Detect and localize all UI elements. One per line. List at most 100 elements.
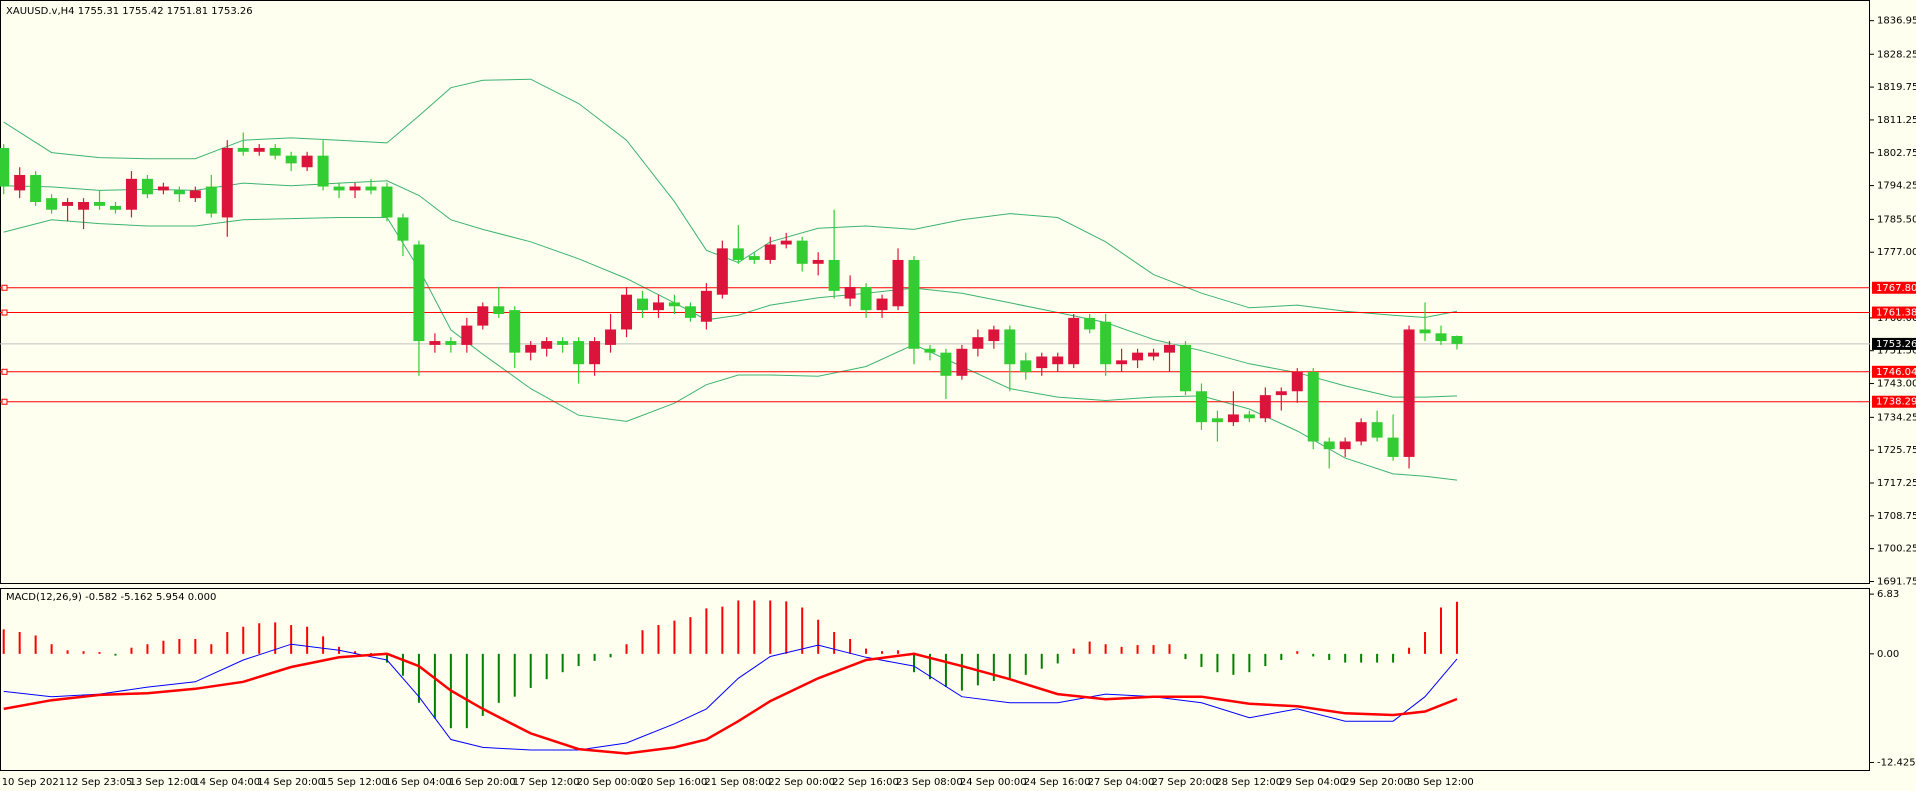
candle-body — [1132, 352, 1144, 361]
histogram-bar — [18, 631, 21, 654]
histogram-bar — [1312, 653, 1315, 657]
candle-body — [157, 186, 169, 191]
candle-body — [652, 302, 664, 311]
histogram-bar — [66, 650, 69, 654]
y-tick-label: 1785.50 — [1877, 214, 1916, 225]
candle-body — [365, 186, 377, 191]
histogram-bar — [609, 653, 612, 658]
histogram-bar — [1104, 644, 1107, 654]
histogram-bar — [769, 600, 772, 654]
y-tick-label: 1794.25 — [1877, 181, 1916, 192]
level-label-bg — [1872, 395, 1916, 408]
candle-body — [1387, 437, 1399, 457]
candle-body — [557, 341, 569, 345]
candle-body — [46, 198, 58, 210]
candle-body — [1435, 333, 1447, 342]
histogram-bar — [465, 653, 468, 729]
histogram-bar — [194, 638, 197, 654]
histogram-bar — [354, 651, 357, 654]
histogram-bar — [944, 653, 947, 688]
y-tick-label: -12.425 — [1877, 757, 1916, 768]
histogram-bar — [817, 619, 820, 654]
candle-body — [1068, 317, 1080, 365]
candle-body — [1403, 329, 1415, 457]
x-tick-label: 16 Sep 20:00 — [449, 777, 516, 788]
histogram-bar — [1424, 631, 1427, 654]
x-tick-label: 16 Sep 04:00 — [385, 777, 452, 788]
histogram-bar — [673, 620, 676, 654]
histogram-bar — [641, 630, 644, 654]
candle-body — [972, 337, 984, 349]
histogram-bar — [1360, 653, 1363, 663]
histogram-bar — [1136, 645, 1139, 654]
indicator-line — [3, 643, 1458, 751]
histogram-bar — [1168, 644, 1171, 654]
candle-body — [1355, 422, 1367, 442]
candle-body — [78, 202, 90, 210]
candle-body — [573, 341, 585, 365]
candle-body — [461, 325, 473, 345]
histogram-bar — [705, 608, 708, 654]
candle-body — [397, 217, 409, 241]
histogram-bar — [34, 635, 37, 654]
histogram-bar — [226, 631, 229, 654]
candle-body — [780, 240, 792, 245]
histogram-bar — [497, 653, 500, 703]
level-label-bg — [1872, 281, 1916, 294]
x-tick-label: 27 Sep 04:00 — [1088, 777, 1155, 788]
x-tick-label: 14 Sep 04:00 — [193, 777, 260, 788]
histogram-bar — [833, 631, 836, 654]
candle-body — [381, 186, 393, 218]
histogram-bar — [545, 653, 548, 680]
x-tick-label: 20 Sep 00:00 — [577, 777, 644, 788]
candle-body — [94, 202, 106, 206]
x-tick-label: 22 Sep 00:00 — [768, 777, 835, 788]
indicator-line — [3, 652, 1458, 755]
y-tick-label: 1717.25 — [1877, 478, 1916, 489]
histogram-bar — [385, 653, 388, 663]
candle-body — [285, 155, 297, 164]
candle-body — [317, 155, 329, 187]
histogram-bar — [801, 607, 804, 654]
candle-body — [956, 348, 968, 376]
candle-body — [1179, 344, 1191, 392]
histogram-bar — [1008, 653, 1011, 679]
histogram-bar — [785, 601, 788, 654]
y-tick-label: 1777.00 — [1877, 247, 1916, 258]
x-tick-label: 24 Sep 16:00 — [1024, 777, 1091, 788]
price-label: 1753.26 — [1876, 339, 1916, 350]
candle-body — [716, 248, 728, 295]
histogram-bar — [1248, 653, 1251, 673]
y-tick-label: 1700.25 — [1877, 544, 1916, 555]
candle-body — [764, 244, 776, 260]
histogram-bar — [912, 653, 915, 673]
histogram-bar — [258, 623, 261, 654]
candle-body — [509, 310, 521, 353]
x-tick-label: 17 Sep 12:00 — [513, 777, 580, 788]
candle-body — [493, 306, 505, 315]
y-tick-label: 1725.75 — [1877, 445, 1916, 456]
histogram-bar — [50, 644, 53, 654]
histogram-bar — [1440, 607, 1442, 654]
histogram-bar — [897, 650, 900, 654]
histogram-bar — [561, 653, 564, 673]
histogram-bar — [1455, 601, 1458, 654]
candle-body — [237, 147, 249, 152]
candle-body — [1259, 395, 1271, 419]
histogram-bar — [433, 653, 436, 719]
histogram-bar — [513, 653, 516, 697]
level-label: 1738.29 — [1876, 397, 1916, 408]
y-tick-label: 1828.25 — [1877, 49, 1916, 60]
y-tick-label: 1691.75 — [1877, 576, 1916, 587]
candle-body — [1148, 352, 1160, 357]
histogram-bar — [577, 653, 580, 667]
candle-body — [1164, 344, 1176, 353]
candle-body — [269, 147, 281, 156]
histogram-bar — [593, 653, 596, 661]
candle-body — [109, 205, 121, 210]
histogram-bar — [2, 629, 5, 654]
candle-body — [413, 244, 425, 342]
histogram-bar — [401, 653, 404, 676]
